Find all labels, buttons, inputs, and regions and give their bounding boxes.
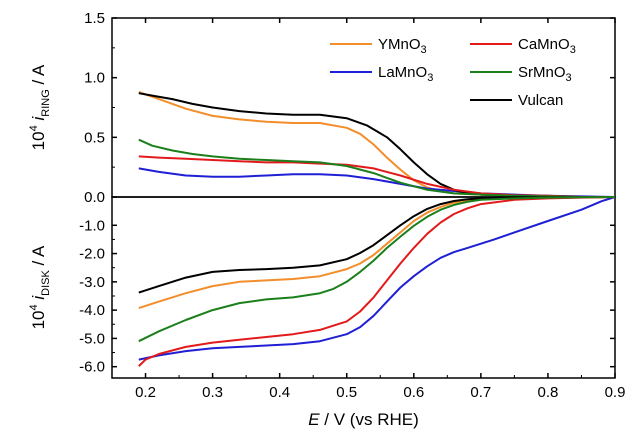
- ring-y-tick-label: 0.5: [84, 129, 105, 146]
- disk-y-tick-label: -4.0: [79, 302, 105, 319]
- ring-y-tick-label: 1.5: [84, 10, 105, 27]
- x-tick-label: 0.6: [403, 384, 424, 401]
- y-title-post: / A: [29, 64, 48, 89]
- y-title-post: / A: [29, 245, 48, 270]
- ring-y-tick-label: 0.0: [84, 189, 105, 206]
- x-tick-label: 0.4: [269, 384, 290, 401]
- legend: YMnO3 CaMnO3 LaMnO3 SrMnO3 Vulcan: [330, 36, 576, 109]
- disk-y-tick-label: -1.0: [79, 217, 105, 234]
- disk-y-tick-label: -2.0: [79, 246, 105, 263]
- disk-panel: -1.0 -2.0 -3.0 -4.0 -5.0 -6.0: [79, 196, 616, 379]
- x-tick-label: 0.8: [538, 384, 559, 401]
- legend-label-srmno: SrMnO3: [518, 64, 572, 84]
- x-tick-label: 0.2: [135, 384, 156, 401]
- y-title-sup: 4: [28, 304, 40, 310]
- ring-y-tick-label: 1.0: [84, 70, 105, 87]
- legend-label-ymno: YMnO3: [378, 36, 427, 56]
- x-tick-label: 0.7: [470, 384, 491, 401]
- ring-axis-title: 104 iRING / A: [28, 64, 52, 150]
- x-tick-label: 0.9: [605, 384, 626, 401]
- y-title-sup: 4: [28, 125, 40, 131]
- legend-label-camno: CaMnO3: [518, 36, 576, 56]
- legend-label-vulcan: Vulcan: [518, 92, 563, 109]
- y-title-pre: 10: [29, 131, 48, 150]
- x-tick-label: 0.3: [202, 384, 223, 401]
- disk-frame: [111, 196, 616, 379]
- y-title-sub: RING: [40, 89, 52, 117]
- x-axis-title-text: / V (vs RHE): [320, 410, 419, 429]
- y-title-pre: 10: [29, 310, 48, 329]
- x-axis-title-symbol: E: [308, 410, 320, 429]
- y-title-symbol: i: [29, 295, 48, 300]
- disk-series-srmno: [138, 196, 616, 343]
- legend-label-lamno: LaMnO3: [378, 64, 433, 84]
- disk-y-tick-label: -6.0: [79, 359, 105, 376]
- disk-y-tick-label: -3.0: [79, 274, 105, 291]
- x-tick-label: 0.5: [336, 384, 357, 401]
- disk-axis-title: 104 iDISK / A: [28, 245, 52, 329]
- x-axis: 0.2 0.3 0.4 0.5 0.6 0.7 0.8 0.9: [135, 18, 625, 401]
- y-title-sub: DISK: [40, 270, 52, 296]
- disk-series-ymno: [138, 196, 616, 310]
- ring-series-srmno: [138, 138, 615, 198]
- y-title-symbol: i: [29, 116, 48, 121]
- disk-series-camno: [138, 196, 616, 367]
- x-axis-title: E / V (vs RHE): [308, 410, 419, 429]
- disk-series-lamno: [138, 196, 616, 361]
- disk-series-vulcan: [138, 196, 616, 294]
- disk-y-tick-label: -5.0: [79, 330, 105, 347]
- ring-series-lamno: [138, 167, 616, 198]
